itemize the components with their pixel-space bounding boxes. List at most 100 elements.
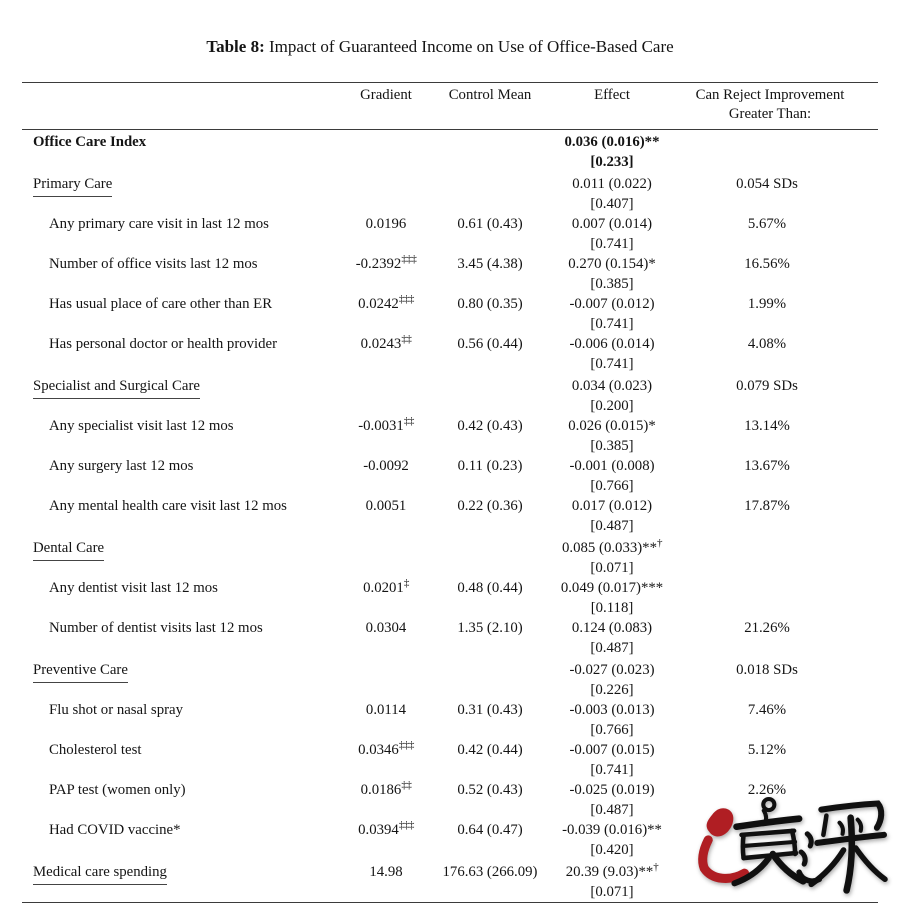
row-label-cell: Any dentist visit last 12 mos: [22, 578, 340, 618]
can-reject-value: 5.67%: [747, 216, 787, 232]
can-reject-value: 21.26%: [744, 620, 790, 636]
effect-cell: -0.007 (0.012) [0.741]: [548, 294, 676, 334]
row-label-cell: Any specialist visit last 12 mos: [22, 416, 340, 456]
effect-value: 0.085 (0.033)**: [562, 540, 657, 556]
control-mean-cell: [432, 374, 548, 416]
table-row: Cholesterol test 0.0346‡‡‡ 0.42 (0.44) -…: [22, 740, 878, 780]
row-label-cell: Number of dentist visits last 12 mos: [22, 618, 340, 658]
effect-line: 0.270 (0.154)*: [548, 254, 676, 274]
gradient-value: 14.98: [369, 864, 403, 880]
p-value: [0.741]: [590, 236, 634, 252]
can-reject-cell: 7.46%: [676, 700, 878, 740]
effect-line: 0.124 (0.083): [548, 618, 676, 638]
header-gradient: Gradient: [360, 87, 412, 103]
effect-cell: 0.026 (0.015)* [0.385]: [548, 416, 676, 456]
can-reject-value: 17.87%: [744, 498, 790, 514]
header-effect: Effect: [594, 87, 630, 103]
p-value: [0.766]: [590, 722, 634, 738]
can-reject-value: 7.46%: [747, 702, 787, 718]
effect-value: 20.39 (9.03)**: [565, 864, 654, 880]
row-label-cell: Number of office visits last 12 mos: [22, 254, 340, 294]
control-mean-value: 0.22 (0.36): [457, 498, 523, 514]
gradient-cell: 0.0201‡: [340, 578, 432, 618]
can-reject-value: 0.018 SDs: [736, 662, 798, 678]
table-header: Gradient Control Mean Effect Can Reject …: [22, 83, 878, 130]
control-mean-cell: 0.80 (0.35): [432, 294, 548, 334]
p-value: [0.766]: [590, 478, 634, 494]
can-reject-cell: 2.26%: [676, 780, 878, 820]
control-mean-value: 0.80 (0.35): [457, 296, 523, 312]
effect-cell: 0.085 (0.033)**† [0.071]: [548, 536, 676, 578]
table-number: Table 8:: [206, 37, 265, 56]
effect-value: 0.270 (0.154)*: [568, 256, 656, 272]
row-label: Number of office visits last 12 mos: [49, 256, 258, 272]
effect-line: -0.001 (0.008): [548, 456, 676, 476]
table-row: Any specialist visit last 12 mos -0.0031…: [22, 416, 878, 456]
control-mean-cell: [432, 172, 548, 214]
table-row: Has usual place of care other than ER 0.…: [22, 294, 878, 334]
can-reject-value: 13.14%: [744, 418, 790, 434]
control-mean-value: 0.48 (0.44): [457, 580, 523, 596]
can-reject-value: 16.56%: [744, 256, 790, 272]
table-row: Dental Care 0.085 (0.033)**† [0.071]: [22, 536, 878, 578]
effect-cell: -0.001 (0.008) [0.766]: [548, 456, 676, 496]
effect-line: 0.036 (0.016)**: [548, 132, 676, 152]
effect-line: 0.085 (0.033)**†: [548, 538, 676, 558]
can-reject-cell: 1.99%: [676, 294, 878, 334]
can-reject-cell: 5.67%: [676, 214, 878, 254]
control-mean-cell: 0.48 (0.44): [432, 578, 548, 618]
effect-value: -0.025 (0.019): [569, 782, 655, 798]
effect-value: 0.026 (0.015)*: [568, 418, 656, 434]
gradient-value: 0.0186: [360, 782, 402, 798]
effect-value: 0.124 (0.083): [571, 620, 653, 636]
control-mean-cell: 0.22 (0.36): [432, 496, 548, 536]
table-row: Office Care Index 0.036 (0.016)** [0.233…: [22, 130, 878, 173]
gradient-cell: [340, 658, 432, 700]
effect-line: -0.027 (0.023): [548, 660, 676, 680]
gradient-cell: 0.0242‡‡‡: [340, 294, 432, 334]
table-row: Any surgery last 12 mos -0.0092 0.11 (0.…: [22, 456, 878, 496]
row-label: Medical care spending: [33, 862, 167, 885]
p-value: [0.741]: [590, 316, 634, 332]
effect-line: 20.39 (9.03)**†: [548, 862, 676, 882]
effect-line: 0.011 (0.022): [548, 174, 676, 194]
control-mean-value: 0.52 (0.43): [457, 782, 523, 798]
table-row: Primary Care 0.011 (0.022) [0.407] 0.054…: [22, 172, 878, 214]
control-mean-value: 0.61 (0.43): [457, 216, 523, 232]
control-mean-cell: 176.63 (266.09): [432, 860, 548, 903]
row-label-cell: Dental Care: [22, 536, 340, 578]
effect-cell: 0.270 (0.154)* [0.385]: [548, 254, 676, 294]
table-row: Any primary care visit in last 12 mos 0.…: [22, 214, 878, 254]
row-label: Any mental health care visit last 12 mos: [49, 498, 287, 514]
row-label-cell: Any surgery last 12 mos: [22, 456, 340, 496]
effect-cell: -0.039 (0.016)** [0.420]: [548, 820, 676, 860]
gradient-value: 0.0201: [363, 580, 404, 596]
gradient-cell: -0.0092: [340, 456, 432, 496]
row-label-cell: PAP test (women only): [22, 780, 340, 820]
row-label-cell: Cholesterol test: [22, 740, 340, 780]
row-label-cell: Preventive Care: [22, 658, 340, 700]
can-reject-cell: [676, 536, 878, 578]
gradient-value: -0.2392: [355, 256, 402, 272]
can-reject-cell: [676, 130, 878, 173]
row-label-cell: Specialist and Surgical Care: [22, 374, 340, 416]
gradient-significance-marker: ‡‡‡: [398, 819, 415, 832]
p-value: [0.071]: [590, 884, 634, 900]
can-reject-cell: 0.079 SDs: [676, 374, 878, 416]
effect-cell: -0.027 (0.023) [0.226]: [548, 658, 676, 700]
row-label: Office Care Index: [33, 134, 147, 150]
effect-value: 0.034 (0.023): [571, 378, 653, 394]
can-reject-cell: 13.67%: [676, 456, 878, 496]
gradient-cell: 0.0243‡‡: [340, 334, 432, 374]
table-row: Has personal doctor or health provider 0…: [22, 334, 878, 374]
row-label-cell: Flu shot or nasal spray: [22, 700, 340, 740]
control-mean-value: 0.31 (0.43): [457, 702, 523, 718]
table-caption: Impact of Guaranteed Income on Use of Of…: [264, 37, 674, 56]
table-body: Office Care Index 0.036 (0.016)** [0.233…: [22, 130, 878, 903]
control-mean-value: 176.63 (266.09): [442, 864, 538, 880]
gradient-cell: 0.0196: [340, 214, 432, 254]
gradient-value: 0.0051: [365, 498, 407, 514]
header-can-reject-line2: Greater Than:: [728, 106, 812, 122]
effect-value: -0.007 (0.015): [569, 742, 655, 758]
effect-line: 0.049 (0.017)***: [548, 578, 676, 598]
